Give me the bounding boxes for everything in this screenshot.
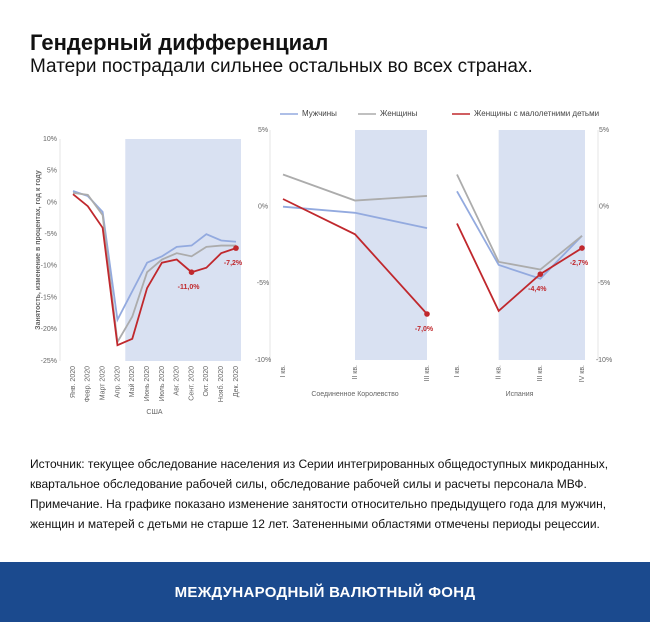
series-line [72, 190, 237, 323]
chart: Мужчины Женщины Женщины с малолетними деть… [35, 109, 612, 416]
data-label: -7,2% [224, 260, 243, 267]
legend-label: Женщины [380, 109, 418, 118]
x-tick-label: Сент. 2020 [188, 366, 195, 401]
y-tick-label: -15% [41, 294, 57, 301]
x-axis-title: США [146, 409, 162, 416]
y-axis-title: Занятость, изменение в процентах, год к … [35, 170, 42, 330]
y-tick-label: -20% [41, 326, 57, 333]
x-tick-label: Июль 2020 [159, 366, 166, 401]
data-point [188, 269, 195, 276]
y-tick-label: 0% [47, 199, 57, 206]
y-tick-label: 5% [258, 127, 268, 134]
recession-shade [125, 139, 241, 361]
x-tick-label: Май 2020 [128, 366, 136, 397]
recession-shade [355, 130, 427, 360]
series-line [282, 173, 428, 202]
x-tick-label: Нояб. 2020 [217, 366, 225, 402]
x-axis-title: Испания [506, 391, 534, 398]
x-tick-label: Июнь 2020 [144, 366, 151, 401]
y-tick-label: 10% [43, 136, 57, 143]
x-tick-label: Окт. 2020 [203, 366, 210, 397]
x-tick-label: Янв. 2020 [70, 366, 77, 398]
series-line [456, 223, 583, 313]
y-tick-label: -10% [41, 263, 57, 270]
x-tick-label: II кв. [352, 365, 359, 380]
x-tick-label: III кв. [537, 365, 544, 382]
series-line [72, 192, 236, 345]
y-tick-label: 0% [599, 204, 609, 211]
x-tick-label: IV кв. [579, 365, 586, 382]
y-tick-label: -10% [596, 357, 612, 364]
y-tick-label: -5% [598, 280, 610, 287]
x-tick-label: Авг. 2020 [174, 366, 181, 396]
x-tick-label: Март 2020 [99, 366, 106, 400]
series-line [72, 193, 237, 347]
series-line [282, 205, 428, 230]
legend-label: Мужчины [302, 109, 337, 118]
x-tick-label: Дек. 2020 [233, 366, 240, 397]
y-tick-label: 5% [47, 168, 57, 175]
title: Гендерный дифференциал [30, 30, 329, 55]
y-tick-label: -5% [257, 280, 269, 287]
x-axis-title: Соединенное Королевство [311, 391, 398, 398]
x-tick-label: I кв. [280, 365, 287, 378]
y-tick-label: -10% [255, 357, 271, 364]
y-tick-label: 0% [258, 204, 268, 211]
y-tick-label: -5% [45, 231, 57, 238]
data-label: -2,7% [570, 260, 589, 267]
data-label: -7,0% [415, 326, 434, 333]
data-point [579, 245, 585, 251]
x-tick-label: I кв. [454, 365, 461, 378]
data-point [424, 311, 430, 317]
brand: МЕЖДУНАРОДНЫЙ ВАЛЮТНЫЙ ФОНД [174, 583, 476, 601]
y-tick-label: 5% [599, 127, 609, 134]
source-note: Источник: текущее обследование населения… [30, 457, 609, 531]
x-tick-label: Февр. 2020 [85, 366, 92, 402]
x-tick-label: II кв. [496, 365, 503, 380]
x-tick-label: Апр. 2020 [114, 366, 121, 398]
series-line [456, 190, 583, 280]
series-line [282, 198, 428, 315]
series-line [456, 174, 583, 271]
footer: МЕЖДУНАРОДНЫЙ ВАЛЮТНЫЙ ФОНД [0, 562, 650, 622]
legend-label: Женщины с малолетними детьми [474, 109, 599, 118]
data-label: -4,4% [528, 286, 547, 293]
data-label: -11,0% [178, 284, 201, 291]
data-point [233, 245, 239, 251]
subtitle: Матери пострадали сильнее остальных во в… [30, 56, 533, 77]
y-tick-label: -25% [41, 358, 57, 365]
data-point [537, 271, 544, 277]
x-tick-label: III кв. [424, 365, 431, 382]
